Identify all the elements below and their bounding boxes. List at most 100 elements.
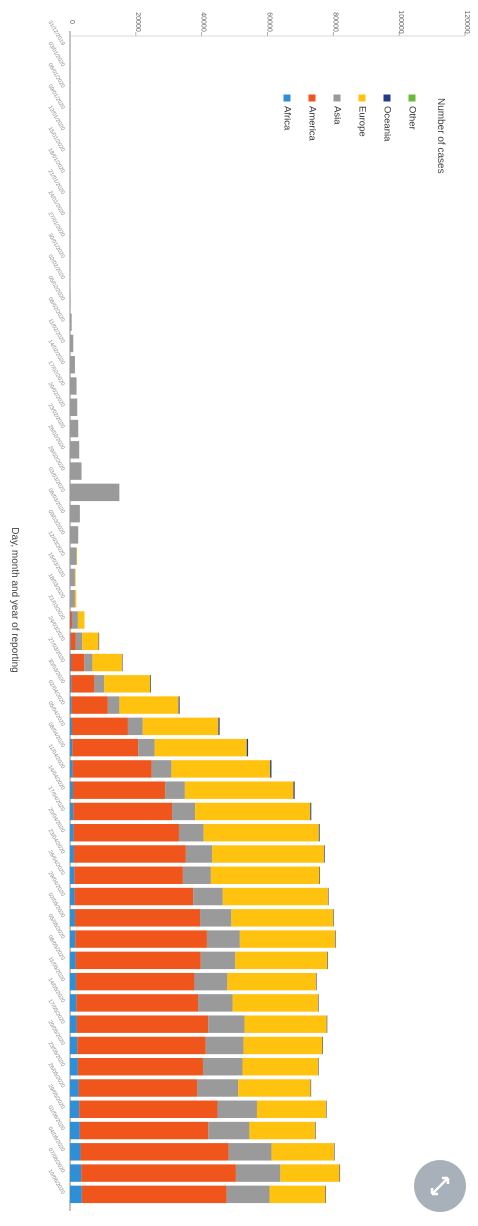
bar-europe <box>76 547 78 565</box>
bar-asia <box>70 292 71 310</box>
bar-europe <box>142 717 219 736</box>
bar-oceania <box>326 1015 328 1033</box>
bar-america <box>74 909 201 927</box>
bar-africa <box>70 1058 78 1076</box>
bar-asia <box>70 270 71 289</box>
bar-asia <box>200 909 232 927</box>
bar-america <box>73 802 173 821</box>
bar-oceania <box>327 951 328 970</box>
legend: Other Oceania Europe Asia America Africa <box>281 94 417 142</box>
bar-asia <box>185 845 213 863</box>
bar-africa <box>70 675 72 693</box>
bar-oceania <box>310 1079 312 1097</box>
bar-oceania <box>178 696 180 714</box>
y-tick-label: 60000 <box>266 12 273 32</box>
bar-asia <box>70 568 75 587</box>
bar-asia <box>70 334 74 353</box>
legend-label-africa: Africa <box>281 106 292 131</box>
bar-asia <box>206 930 240 948</box>
bar-america <box>73 824 179 842</box>
legend-label-america: America <box>306 106 317 142</box>
bar-oceania <box>318 824 320 842</box>
bar-europe <box>203 824 319 842</box>
bar-europe <box>256 1100 327 1118</box>
legend-label-asia: Asia <box>331 106 342 125</box>
bar-africa <box>70 951 76 970</box>
bar-africa <box>70 760 73 778</box>
legend-swatch-africa <box>283 94 291 102</box>
bar-asia <box>208 1121 250 1140</box>
bar-asia <box>70 504 80 523</box>
bar-america <box>74 887 194 906</box>
bar-europe <box>239 930 336 948</box>
bar-america <box>71 675 95 693</box>
bar-europe <box>210 866 320 884</box>
bar-oceania <box>270 760 272 778</box>
bar-europe <box>212 845 325 863</box>
legend-label-europe: Europe <box>356 106 367 137</box>
bar-europe <box>184 781 294 799</box>
bar-oceania <box>335 930 336 948</box>
bar-asia <box>198 994 233 1012</box>
bar-asia <box>226 1185 270 1204</box>
bar-america <box>79 1121 209 1140</box>
bar-europe <box>195 802 311 821</box>
bar-europe <box>235 951 328 970</box>
bar-europe <box>74 568 76 587</box>
bar-oceania <box>319 866 321 884</box>
bar-america <box>71 696 108 714</box>
bar-europe <box>77 611 85 629</box>
y-tick-label: 20000 <box>134 12 141 32</box>
bar-america <box>75 951 201 970</box>
bar-asia <box>70 398 78 416</box>
bar-africa <box>70 1185 82 1204</box>
bar-oceania <box>218 717 220 736</box>
bar-africa <box>70 802 74 821</box>
bar-europe <box>92 653 123 672</box>
bar-africa <box>70 781 73 799</box>
bar-europe <box>244 1015 327 1033</box>
bar-america <box>70 632 76 650</box>
bar-oceania <box>322 1036 323 1055</box>
bar-africa <box>70 632 71 650</box>
bar-africa <box>70 1015 77 1033</box>
bar-oceania <box>318 1058 319 1076</box>
bar-asia <box>70 313 72 331</box>
bar-europe <box>104 675 151 693</box>
bar-america <box>81 1185 227 1204</box>
bar-europe <box>222 887 329 906</box>
bar-asia <box>71 611 78 629</box>
bar-oceania <box>318 994 319 1012</box>
bar-europe <box>271 1143 334 1161</box>
bar-europe <box>238 1079 311 1097</box>
bar-europe <box>171 760 271 778</box>
bar-asia <box>208 1015 245 1033</box>
bar-america <box>70 611 72 629</box>
bar-europe <box>82 632 99 650</box>
legend-swatch-oceania <box>383 94 391 102</box>
bar-africa <box>70 738 73 757</box>
bar-america <box>75 972 195 991</box>
bar-europe <box>231 909 334 927</box>
y-tick-label: 80000 <box>331 12 338 32</box>
bar-oceania <box>122 653 123 672</box>
y-tick-label: 0 <box>68 20 75 24</box>
bar-europe <box>249 1121 316 1140</box>
zoom-button[interactable] <box>414 1160 466 1212</box>
bar-asia <box>70 356 75 374</box>
bar-oceania <box>316 972 317 991</box>
bar-africa <box>70 696 72 714</box>
bar-africa <box>70 866 75 884</box>
bar-asia <box>70 419 79 438</box>
bar-europe <box>119 696 179 714</box>
expand-arrows-icon <box>430 1176 450 1196</box>
bars-layer <box>70 270 341 1204</box>
bar-africa <box>70 717 72 736</box>
bar-america <box>75 930 207 948</box>
bar-africa <box>70 1100 80 1118</box>
legend-label-oceania: Oceania <box>381 106 392 142</box>
bar-africa <box>70 611 71 629</box>
bar-europe <box>269 1185 326 1204</box>
bar-africa <box>70 1121 80 1140</box>
bar-america <box>70 653 85 672</box>
